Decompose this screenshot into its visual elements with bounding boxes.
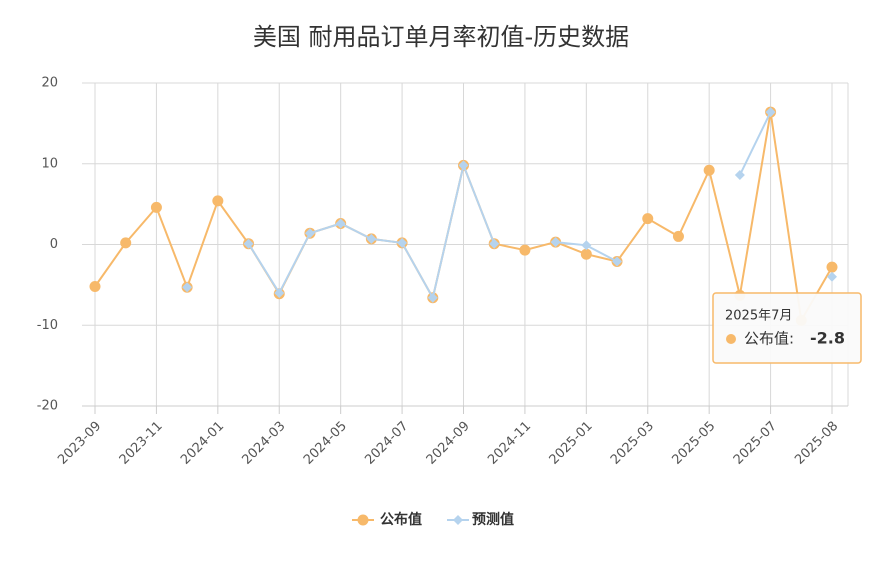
point — [243, 238, 254, 249]
tooltip-title: 2025年7月 — [725, 309, 792, 324]
x-tick-label: 2023-11 — [117, 419, 166, 468]
legend-label: 预测值 — [472, 511, 514, 528]
x-tick-label: 2025-08 — [792, 419, 841, 468]
tooltip-label: 公布值: — [744, 330, 794, 348]
point — [120, 237, 132, 249]
y-tick-label: -10 — [37, 318, 58, 333]
point — [335, 218, 346, 229]
x-tick-label: 2024-07 — [362, 419, 411, 468]
point — [519, 244, 531, 256]
chart-title: 美国 耐用品订单月率初值-历史数据 — [253, 23, 629, 51]
point — [427, 292, 438, 303]
tooltip-value: -2.8 — [810, 329, 845, 348]
point — [458, 160, 469, 171]
point — [550, 237, 561, 248]
point — [274, 287, 285, 298]
x-tick-label: 2024-01 — [178, 419, 227, 468]
point — [580, 248, 592, 260]
point — [642, 213, 654, 225]
x-tick-label: 2025-03 — [608, 419, 657, 468]
y-tick-label: 10 — [41, 156, 58, 171]
point — [397, 237, 408, 248]
tooltip-box — [712, 292, 862, 364]
point — [672, 230, 684, 242]
x-tick-label: 2025-05 — [669, 419, 718, 468]
x-tick-label: 2024-03 — [240, 419, 289, 468]
point — [827, 271, 837, 282]
point — [734, 170, 745, 181]
point — [150, 201, 162, 213]
x-tick-label: 2024-05 — [301, 419, 350, 468]
point — [182, 282, 193, 293]
legend-marker — [357, 514, 369, 526]
point — [89, 280, 101, 292]
y-tick-label: 0 — [50, 237, 58, 252]
legend-label: 公布值 — [380, 511, 422, 528]
point — [765, 107, 776, 118]
x-tick-label: 2025-07 — [731, 419, 780, 468]
point — [212, 195, 224, 207]
y-tick-label: -20 — [37, 399, 58, 414]
point — [826, 261, 838, 273]
point — [581, 240, 592, 251]
x-tick-label: 2025-01 — [547, 419, 596, 468]
x-tick-label: 2024-11 — [485, 419, 534, 468]
point — [489, 238, 500, 249]
x-tick-label: 2023-09 — [55, 419, 104, 468]
x-tick-label: 2024-09 — [424, 419, 473, 468]
y-tick-label: 20 — [41, 76, 58, 91]
point — [703, 164, 715, 176]
legend-marker — [453, 515, 463, 525]
tooltip-marker — [726, 334, 736, 344]
point — [366, 233, 377, 244]
point — [612, 256, 623, 267]
point — [304, 228, 315, 239]
